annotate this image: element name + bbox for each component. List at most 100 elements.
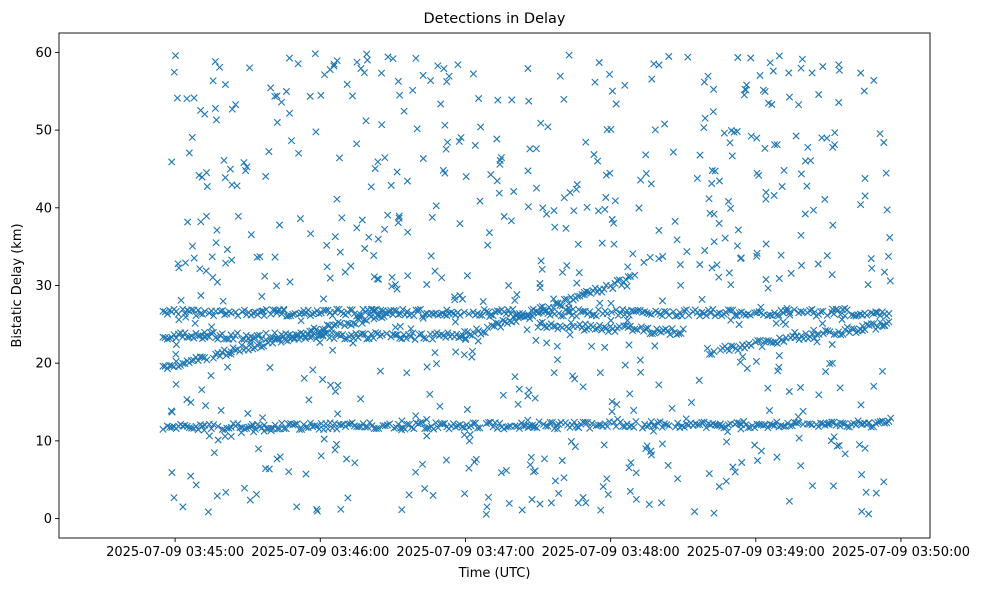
data-point	[883, 206, 891, 214]
data-point	[655, 255, 663, 263]
data-point	[198, 386, 206, 394]
data-point	[434, 62, 442, 70]
data-point	[190, 254, 198, 262]
data-point	[170, 494, 178, 502]
data-point	[205, 432, 213, 440]
data-point	[836, 311, 845, 319]
data-point	[493, 307, 501, 315]
data-point	[458, 295, 467, 303]
data-point	[567, 319, 575, 327]
data-point	[751, 309, 759, 317]
data-point	[194, 356, 202, 365]
data-point	[813, 331, 821, 339]
data-point	[391, 331, 399, 339]
data-point	[772, 319, 780, 327]
data-point	[698, 295, 706, 303]
data-point	[277, 338, 285, 346]
data-point	[320, 435, 328, 443]
data-point	[817, 419, 825, 427]
x-tick-label: 2025-07-09 03:50:00	[832, 545, 970, 560]
data-point	[762, 188, 770, 196]
data-point	[203, 356, 211, 364]
data-point	[293, 420, 301, 428]
data-point	[543, 339, 551, 347]
data-point	[430, 425, 438, 433]
data-point	[661, 120, 669, 128]
data-point	[591, 78, 599, 86]
data-point	[216, 352, 224, 360]
data-point	[785, 497, 793, 505]
data-point	[306, 419, 314, 427]
data-point	[475, 94, 483, 103]
data-point	[682, 420, 691, 428]
data-point	[701, 114, 709, 122]
data-point	[786, 311, 794, 319]
data-point	[358, 319, 366, 327]
data-point	[682, 306, 691, 314]
data-point	[691, 420, 699, 428]
data-point	[353, 140, 361, 148]
data-point	[651, 329, 659, 337]
data-point	[403, 177, 411, 185]
data-point	[886, 277, 894, 285]
data-point	[465, 437, 473, 445]
data-point	[885, 309, 893, 318]
data-point	[860, 87, 868, 95]
data-point	[821, 327, 830, 335]
data-point	[335, 154, 344, 162]
data-point	[560, 194, 568, 202]
data-point	[651, 342, 659, 350]
data-point	[607, 299, 615, 307]
data-point	[775, 363, 783, 371]
data-point	[684, 53, 692, 61]
data-point	[240, 306, 248, 314]
data-point	[396, 91, 404, 99]
data-point	[632, 418, 640, 426]
data-point	[374, 158, 382, 166]
data-point	[707, 309, 715, 317]
data-point	[724, 421, 732, 429]
data-point	[297, 317, 305, 325]
data-point	[815, 90, 823, 99]
x-tick-label: 2025-07-09 03:48:00	[542, 545, 680, 560]
data-point	[304, 424, 312, 432]
data-point	[182, 313, 190, 321]
data-point	[798, 55, 806, 63]
data-point	[807, 157, 815, 165]
data-point	[806, 306, 814, 315]
data-point	[756, 71, 764, 80]
data-point	[407, 325, 415, 333]
data-point	[608, 408, 616, 416]
data-point	[202, 212, 211, 220]
data-point	[868, 264, 876, 272]
data-point	[361, 244, 369, 253]
data-point	[562, 224, 570, 232]
data-point	[418, 460, 427, 468]
data-point	[765, 406, 774, 415]
data-point	[700, 124, 708, 132]
data-point	[249, 309, 257, 317]
plot-area	[59, 33, 930, 538]
data-point	[663, 308, 671, 316]
data-point	[841, 450, 849, 458]
data-point	[372, 329, 380, 337]
data-point	[676, 261, 684, 269]
data-point	[598, 239, 606, 247]
data-point	[283, 312, 291, 320]
data-point	[565, 51, 573, 59]
data-point	[388, 282, 396, 290]
data-point	[356, 314, 364, 322]
data-point	[499, 391, 507, 399]
data-point	[637, 323, 645, 331]
data-point	[163, 335, 171, 343]
data-point	[213, 278, 221, 286]
data-point	[715, 219, 723, 227]
data-point	[210, 312, 218, 320]
data-point	[168, 158, 176, 166]
data-point	[693, 421, 702, 429]
data-point	[571, 375, 579, 383]
data-point	[221, 432, 229, 440]
data-point	[216, 63, 224, 71]
data-point	[724, 197, 733, 206]
data-point	[536, 500, 544, 508]
